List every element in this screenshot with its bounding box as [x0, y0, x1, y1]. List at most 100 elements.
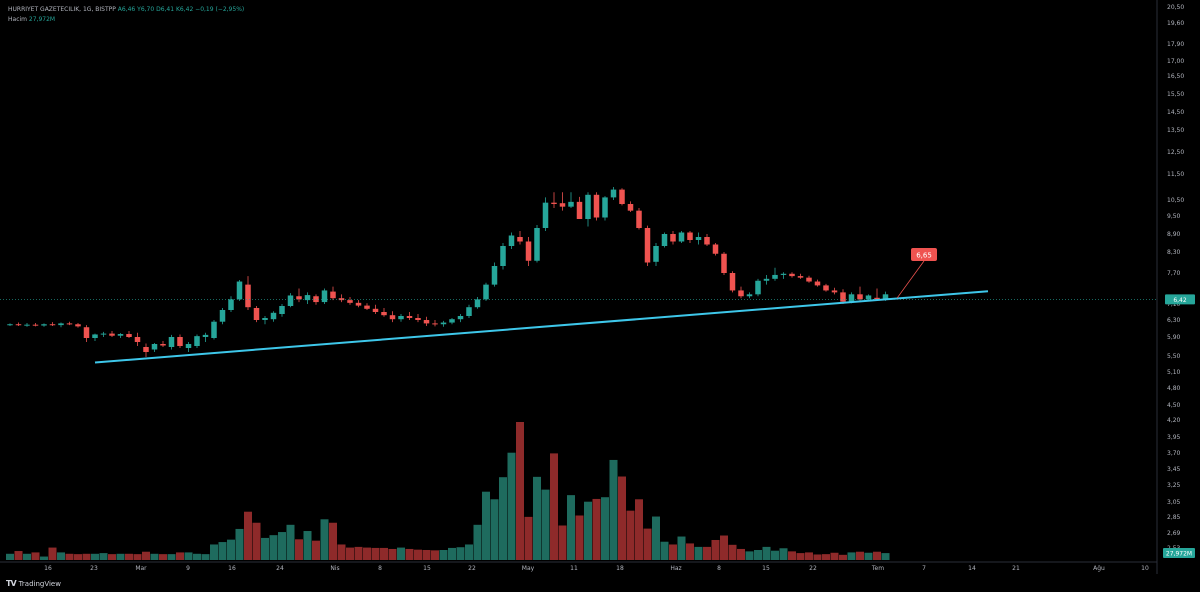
candle — [432, 320, 438, 327]
candle-body — [678, 232, 685, 242]
candle — [406, 312, 413, 320]
candle-body — [806, 277, 812, 282]
price-axis: 20,50 19,60 17,90 17,00 16,50 15,50 14,50 13,50… — [1167, 4, 1184, 552]
candle-body — [202, 334, 209, 337]
candle-body — [440, 322, 447, 325]
candle-body — [287, 295, 294, 306]
candle-body — [670, 234, 676, 242]
candle-body — [721, 253, 727, 273]
volume-bar — [762, 546, 771, 560]
candle-body — [797, 276, 804, 278]
tradingview-brand[interactable]: TV TradingView — [6, 579, 61, 588]
volume-bar — [788, 551, 796, 560]
candle — [185, 342, 192, 352]
candle-body — [517, 237, 523, 242]
volume-bar — [227, 539, 235, 560]
candle — [364, 303, 370, 310]
price-tick-label: 2,85 — [1167, 514, 1181, 521]
price-tick-label: 4,80 — [1167, 385, 1181, 392]
time-tick-label: Tem — [871, 565, 884, 572]
candle-body — [262, 318, 268, 320]
volume-bar — [524, 516, 533, 560]
candle — [806, 275, 812, 283]
candle-body — [704, 237, 710, 245]
last-price-badge — [1165, 294, 1195, 305]
candle — [721, 252, 727, 275]
volume-bar — [133, 554, 142, 560]
candle-body — [695, 237, 702, 240]
candle-body — [100, 333, 107, 335]
symbol-label[interactable]: HURRIYET GAZETECILIK, 1G, BISTPP — [8, 6, 116, 13]
candle-body — [398, 316, 404, 320]
candle-body — [83, 327, 90, 338]
candle-body — [245, 284, 251, 308]
time-tick-label: 8 — [717, 565, 721, 572]
candle — [814, 279, 821, 287]
time-tick-label: Nis — [330, 565, 339, 572]
time-tick-label: 15 — [762, 565, 770, 572]
candle — [491, 262, 498, 287]
volume-bar — [388, 548, 397, 560]
price-tick-label: 3,45 — [1167, 466, 1181, 473]
candle-body — [780, 273, 787, 275]
candle-body — [789, 273, 795, 277]
candle — [704, 234, 710, 246]
candle-body — [92, 334, 98, 338]
candle-body — [177, 337, 183, 346]
candle — [32, 322, 39, 327]
time-tick-label: Haz — [670, 565, 681, 572]
candle-body — [874, 297, 880, 300]
candle-body — [653, 246, 659, 262]
tradingview-brand-name: TradingView — [18, 579, 61, 588]
time-tick-label: 22 — [809, 565, 817, 572]
candle-body — [321, 290, 328, 303]
candle-body — [449, 319, 455, 323]
volume-bar — [550, 453, 558, 560]
price-tick-label: 19,60 — [1167, 20, 1184, 27]
price-tick-label: 3,05 — [1167, 499, 1181, 506]
volume-bar — [813, 554, 822, 560]
candle-layer — [7, 187, 889, 357]
candle — [678, 231, 685, 243]
candle-body — [534, 228, 540, 261]
candle-body — [194, 336, 200, 346]
candle — [500, 243, 506, 270]
candle-body — [840, 292, 846, 302]
candle — [41, 323, 47, 327]
volume-badge-label: 27,972M — [1166, 551, 1192, 558]
candle-body — [168, 337, 175, 347]
volume-indicator-label[interactable]: Hacim — [8, 16, 27, 23]
volume-bar — [65, 553, 74, 560]
candle — [653, 243, 659, 266]
candle — [262, 316, 268, 325]
price-tick-label: 12,50 — [1167, 149, 1184, 156]
volume-bar — [14, 551, 23, 560]
volume-bar — [728, 544, 737, 560]
candle — [372, 304, 379, 314]
candle-body — [117, 334, 124, 336]
candle — [100, 331, 107, 337]
volume-bar — [660, 541, 669, 560]
volume-bar — [490, 499, 499, 560]
candle — [440, 320, 447, 327]
time-tick-label: May — [522, 565, 535, 572]
volume-bar — [337, 544, 346, 560]
candle-body — [160, 344, 166, 346]
candle — [857, 286, 863, 303]
candle — [126, 331, 132, 338]
candle-body — [75, 324, 81, 327]
volume-bar — [371, 547, 380, 560]
volume-bar — [116, 553, 125, 560]
candle — [525, 237, 532, 266]
candle — [670, 231, 676, 245]
candle — [202, 332, 209, 342]
time-tick-label: 24 — [276, 565, 284, 572]
candle — [772, 267, 778, 281]
time-tick-label: 18 — [616, 565, 624, 572]
candle-body — [151, 344, 158, 350]
volume-bar — [218, 542, 227, 560]
candle-body — [823, 285, 829, 291]
volume-bar — [6, 553, 14, 560]
candle — [355, 300, 362, 308]
